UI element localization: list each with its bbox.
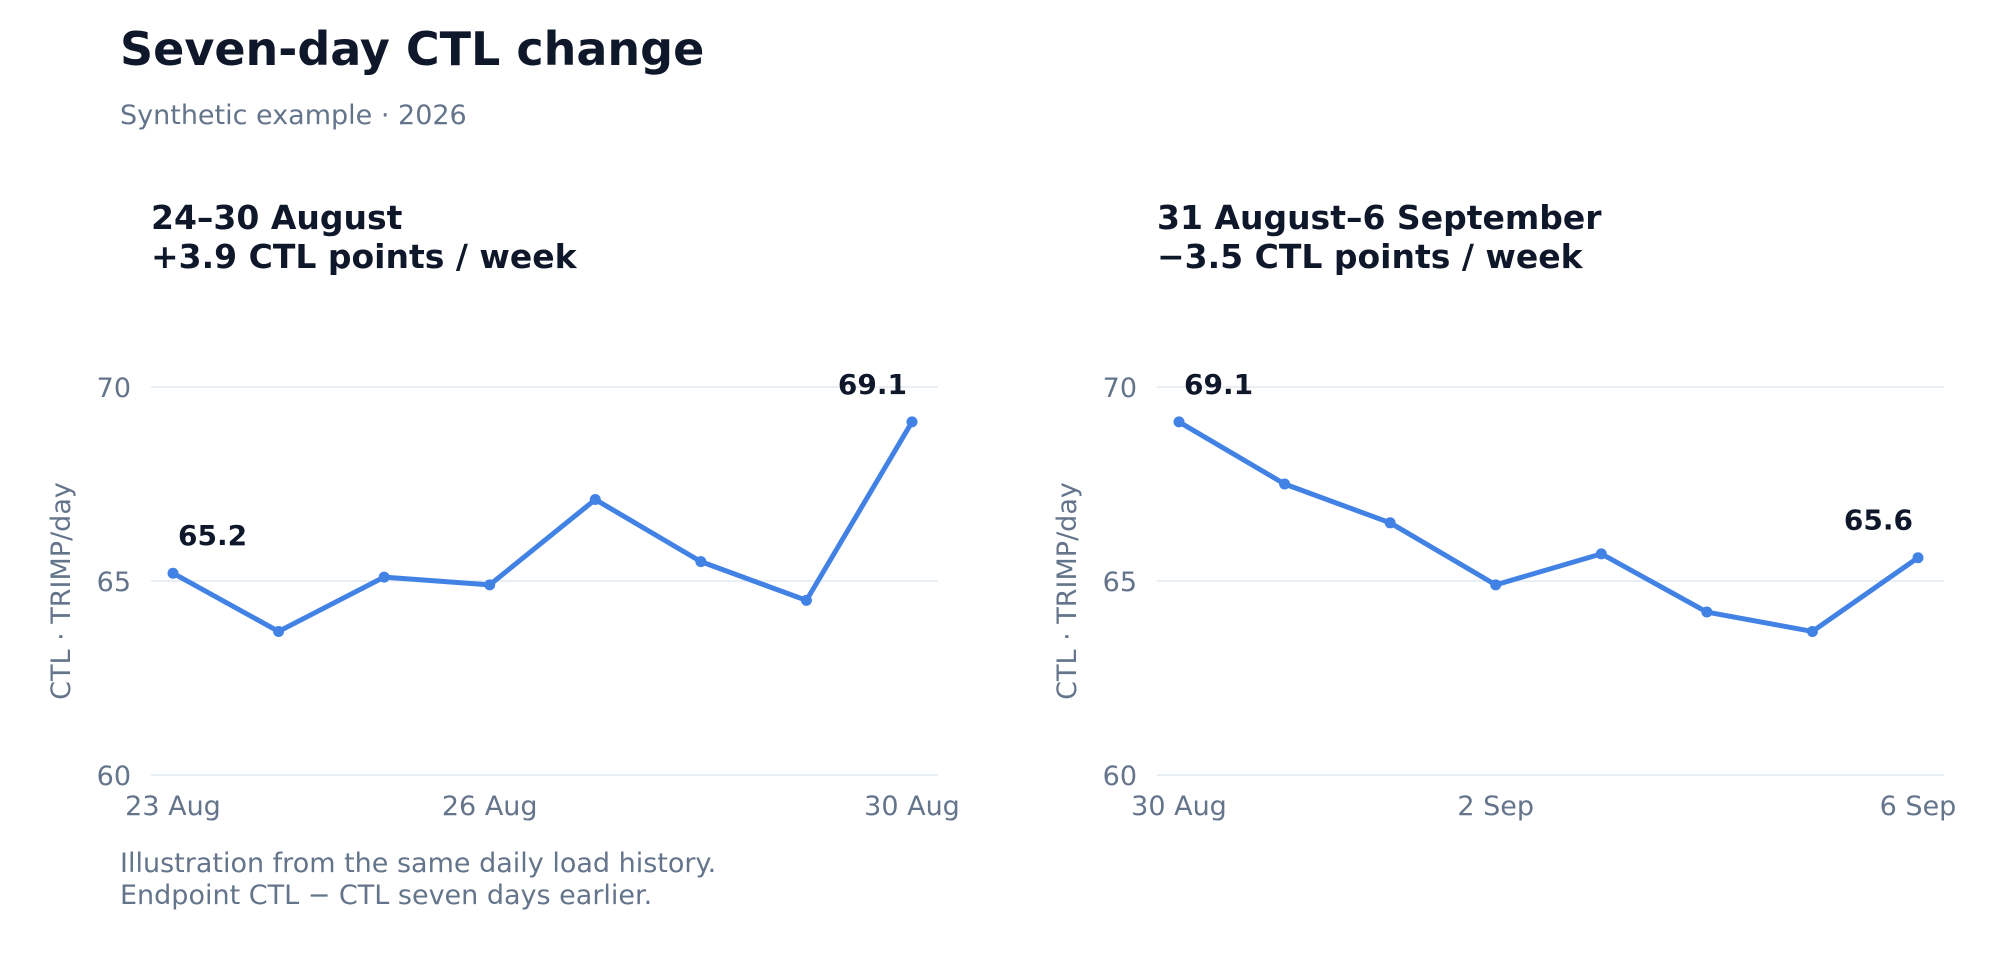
page-subtitle: Synthetic example · 2026 [120, 100, 467, 131]
chart-2-point-7 [1912, 552, 1924, 564]
chart-2-point-0 [1173, 416, 1185, 428]
chart-2-y-tick-70: 70 [1103, 373, 1137, 404]
chart-2-point-1 [1279, 478, 1291, 490]
chart-2-subtitle: −3.5 CTL points / week [1157, 237, 1583, 276]
chart-1-point-2 [378, 571, 390, 583]
chart-1-y-axis-label: CTL · TRIMP/day [46, 482, 77, 700]
chart-2-heading: 31 August–6 September −3.5 CTL points / … [1157, 198, 1602, 276]
chart-2-title: 31 August–6 September [1157, 198, 1602, 237]
chart-1-point-5 [695, 556, 707, 568]
chart-2-point-5 [1701, 606, 1713, 618]
chart-2-point-2 [1384, 517, 1396, 529]
chart-1-x-tick-1: 26 Aug [442, 791, 538, 822]
chart-1-series-line-0 [170, 419, 915, 634]
chart-2-x-tick-1: 2 Sep [1457, 791, 1534, 822]
chart-1-subtitle: +3.9 CTL points / week [151, 237, 577, 276]
chart-1-point-0 [167, 567, 179, 579]
page-title: Seven-day CTL change [120, 22, 705, 76]
chart-2-x-tick-0: 30 Aug [1131, 791, 1227, 822]
chart-1-heading: 24–30 August +3.9 CTL points / week [151, 198, 577, 276]
chart-1-point-7 [906, 416, 918, 428]
footnote-line-2: Endpoint CTL − CTL seven days earlier. [120, 880, 653, 911]
chart-2-point-4 [1595, 548, 1607, 560]
chart-1-y-tick-60: 60 [97, 761, 131, 792]
chart-2-point-3 [1490, 579, 1502, 591]
footnotes: Illustration from the same daily load hi… [120, 848, 716, 912]
chart-2-data-label-0: 69.1 [1184, 368, 1253, 401]
chart-1-point-4 [589, 494, 601, 506]
chart-1-point-3 [484, 579, 496, 591]
chart-1-x-tick-0: 23 Aug [125, 791, 221, 822]
chart-2-y-axis-label: CTL · TRIMP/day [1052, 482, 1083, 700]
chart-1-data-label-0: 65.2 [178, 519, 247, 552]
chart-1-point-6 [800, 594, 812, 606]
chart-1-title: 24–30 August [151, 198, 403, 237]
chart-1-y-tick-70: 70 [97, 373, 131, 404]
chart-2-data-label-1: 65.6 [1844, 504, 1913, 537]
chart-1-point-1 [273, 625, 285, 637]
footnote-line-1: Illustration from the same daily load hi… [120, 848, 717, 879]
chart-1-x-tick-2: 30 Aug [864, 791, 960, 822]
chart-2-point-6 [1806, 625, 1818, 637]
chart-1-y-tick-65: 65 [97, 567, 131, 598]
chart-2-y-tick-65: 65 [1103, 567, 1137, 598]
chart-2-y-tick-60: 60 [1103, 761, 1137, 792]
chart-2-x-tick-2: 6 Sep [1880, 791, 1957, 822]
chart-2-series-line-0 [1176, 419, 1921, 634]
chart-1-data-label-1: 69.1 [838, 368, 907, 401]
